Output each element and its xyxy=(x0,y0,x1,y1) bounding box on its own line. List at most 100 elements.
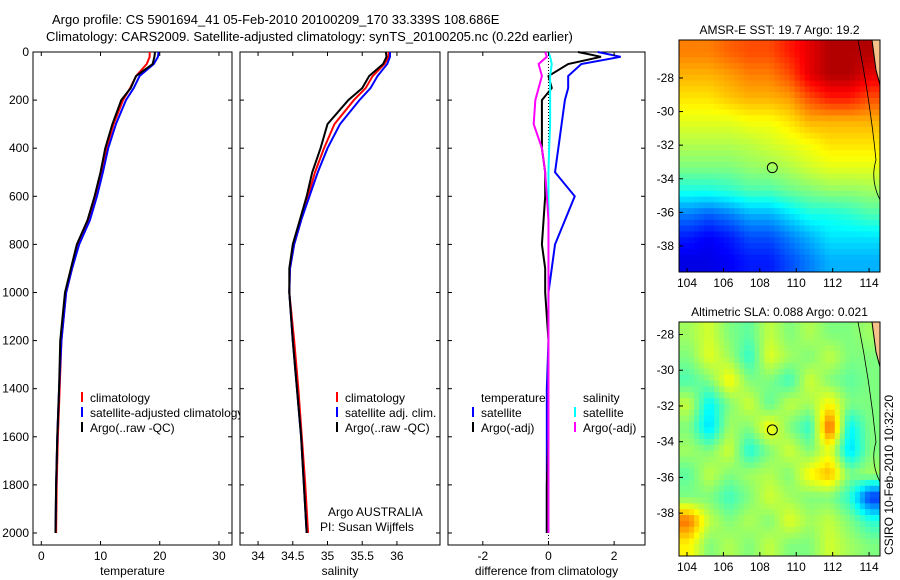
map-cell xyxy=(684,51,690,58)
map-cell xyxy=(784,45,791,53)
map-cell xyxy=(684,40,690,47)
map-cell xyxy=(744,403,750,411)
map-cell xyxy=(829,179,836,186)
x-tick-label: 0 xyxy=(38,549,45,563)
map-cell xyxy=(744,421,750,428)
map-cell xyxy=(709,532,715,540)
map-cell xyxy=(859,520,866,528)
map-cell xyxy=(739,254,745,261)
map-cell xyxy=(819,479,826,487)
map-cell xyxy=(814,173,821,180)
map-cell xyxy=(759,109,766,116)
y-tick-label: 1000 xyxy=(2,285,29,299)
map-cell xyxy=(734,69,740,76)
map-cell xyxy=(769,115,776,122)
map-cell xyxy=(794,57,801,64)
map-cell xyxy=(684,237,690,244)
map-cell xyxy=(814,208,821,215)
map-cell xyxy=(874,479,880,487)
map-cell xyxy=(679,544,685,551)
map-cell xyxy=(874,392,880,399)
map-cell xyxy=(734,115,740,122)
map-cell xyxy=(849,491,856,499)
map-cell xyxy=(764,374,771,382)
map-cell xyxy=(679,333,685,341)
map-cell xyxy=(754,202,760,209)
map-cell xyxy=(774,351,781,358)
map-cell xyxy=(754,327,760,335)
map-cell xyxy=(754,322,760,329)
map-cell xyxy=(784,179,791,186)
map-cell xyxy=(764,398,771,405)
map-cell xyxy=(784,103,791,111)
map-cell xyxy=(824,63,831,70)
map-cell xyxy=(679,403,685,411)
map-cell xyxy=(749,386,755,393)
map-cell xyxy=(839,150,846,157)
map-cell xyxy=(779,474,786,481)
map-cell xyxy=(819,351,826,358)
map-cell xyxy=(714,127,720,134)
map-cell xyxy=(849,339,856,346)
map-cell xyxy=(859,243,866,250)
map-cell xyxy=(734,127,740,134)
map-cell xyxy=(754,260,760,267)
map-cell xyxy=(694,456,700,463)
map-cell xyxy=(699,497,705,504)
map-cell xyxy=(759,468,766,475)
map-cell xyxy=(754,456,760,463)
map-cell xyxy=(739,327,745,335)
map-cell xyxy=(719,86,725,93)
map-cell xyxy=(839,109,846,116)
map-cell xyxy=(839,339,846,346)
map-cell xyxy=(779,127,786,134)
map-cell xyxy=(809,266,816,272)
map-cell xyxy=(824,74,831,82)
map-cell xyxy=(704,450,710,458)
map-cell xyxy=(739,86,745,93)
map-cell xyxy=(799,86,806,93)
map-cell xyxy=(719,439,725,446)
map-cell xyxy=(804,219,811,227)
map-cell xyxy=(709,468,715,475)
map-cell xyxy=(874,196,880,203)
map-cell xyxy=(854,386,861,393)
map-cell xyxy=(769,86,776,93)
map-cell xyxy=(704,468,710,475)
map-cell xyxy=(764,327,771,335)
map-cell xyxy=(824,520,831,528)
map-cell xyxy=(864,103,871,111)
map-cell xyxy=(819,109,826,116)
map-cell xyxy=(709,392,715,399)
map-cell xyxy=(714,526,720,534)
map-cell xyxy=(734,374,740,382)
map-cell xyxy=(809,98,816,105)
map-cell xyxy=(764,103,771,111)
map-cell xyxy=(719,138,725,145)
map-cell xyxy=(854,550,861,556)
map-cell xyxy=(834,179,841,186)
map-cell xyxy=(724,532,730,540)
map-cell xyxy=(759,474,766,481)
map-cell xyxy=(864,339,871,346)
map-cell xyxy=(859,368,866,376)
map-cell xyxy=(769,196,776,203)
map-cell xyxy=(869,526,876,534)
map-cell xyxy=(754,248,760,256)
map-cell xyxy=(859,167,866,174)
map-cell xyxy=(779,362,786,370)
map-cell xyxy=(844,121,851,128)
map-cell xyxy=(684,357,690,364)
map-cell xyxy=(699,86,705,93)
map-cell xyxy=(849,196,856,203)
map-cell xyxy=(719,322,725,329)
map-cell xyxy=(839,374,846,382)
map-cell xyxy=(694,368,700,376)
map-cell xyxy=(849,132,856,140)
map-cell xyxy=(754,497,760,504)
map-cell xyxy=(859,427,866,434)
map-cell xyxy=(759,368,766,376)
map-cell xyxy=(764,225,771,232)
map-cell xyxy=(844,248,851,256)
